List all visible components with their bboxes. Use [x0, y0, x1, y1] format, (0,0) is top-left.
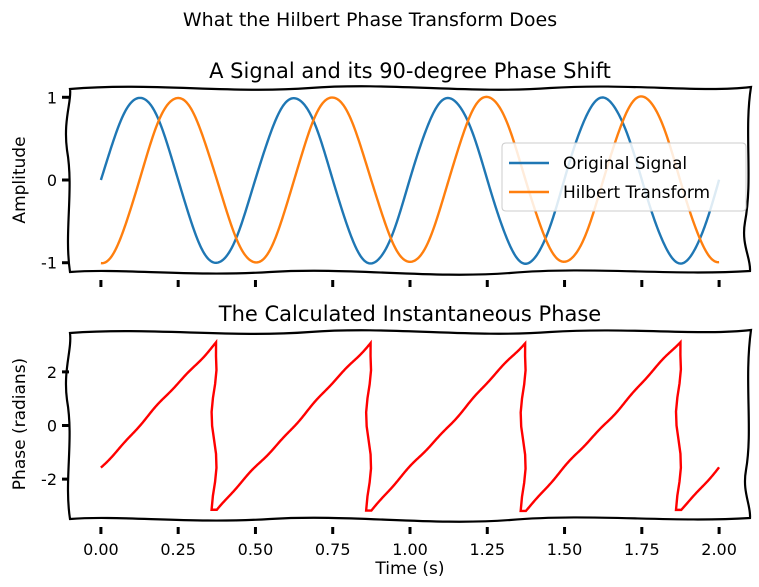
phase-ytick-label: 2 [47, 363, 57, 382]
plot-amplitude-title: A Signal and its 90-degree Phase Shift [209, 59, 611, 83]
amplitude-ytick-label: -1 [41, 254, 57, 273]
y-axis-ticks-amplitude: 1 0 -1 [41, 88, 69, 273]
plot-amplitude: A Signal and its 90-degree Phase Shift 1… [10, 59, 753, 287]
phase-xtick-label: 1.00 [392, 540, 428, 559]
plot-phase-title: The Calculated Instantaneous Phase [218, 302, 601, 326]
series-hilbert-transform [100, 95, 720, 265]
legend: Original Signal Hilbert Transform [501, 142, 747, 212]
y-axis-label-phase: Phase (radians) [10, 358, 30, 490]
figure-title: What the Hilbert Phase Transform Does [183, 9, 557, 31]
plot-amplitude-frame [64, 85, 753, 276]
x-axis-ticks-amplitude [99, 280, 721, 287]
amplitude-ytick-label: 1 [47, 88, 57, 107]
legend-label-hilbert: Hilbert Transform [563, 183, 710, 203]
y-axis-label-amplitude: Amplitude [10, 136, 30, 223]
phase-xtick-label: 1.25 [469, 540, 505, 559]
phase-xtick-label: 0.50 [238, 540, 274, 559]
phase-ytick-label: 0 [47, 417, 57, 436]
phase-xtick-label: 0.75 [315, 540, 351, 559]
phase-xtick-label: 1.75 [624, 540, 660, 559]
phase-xtick-label: 0.25 [160, 540, 196, 559]
phase-xtick-label: 0.00 [83, 540, 119, 559]
legend-frame [501, 142, 747, 212]
phase-xtick-label: 2.00 [701, 540, 737, 559]
phase-ytick-label: -2 [41, 470, 57, 489]
x-axis-ticks-phase: 0.00 0.25 0.50 0.75 1.00 1.25 1.50 1.75 2.00 [83, 527, 737, 559]
plot-phase: The Calculated Instantaneous Phase 20-2 … [10, 302, 753, 579]
series-instantaneous-phase [100, 338, 721, 513]
plot-phase-frame [64, 328, 753, 523]
y-axis-ticks-phase: 2 0 -2 [41, 363, 69, 489]
amplitude-ytick-label: 0 [47, 171, 57, 190]
x-axis-label-phase: Time (s) [374, 559, 444, 579]
series-original-signal [99, 96, 721, 265]
legend-label-original: Original Signal [563, 154, 687, 174]
phase-xtick-label: 1.50 [547, 540, 583, 559]
